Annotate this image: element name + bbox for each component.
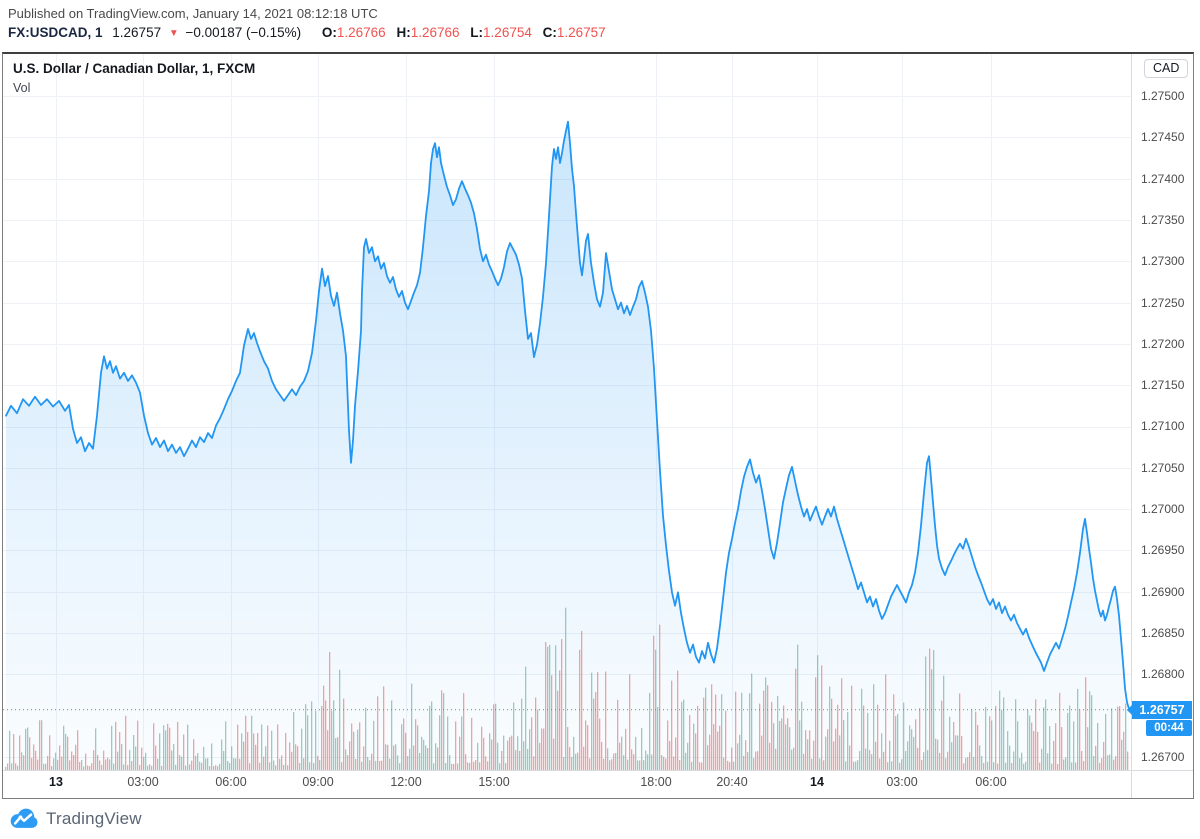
chart-title: U.S. Dollar / Canadian Dollar, 1, FXCM (13, 61, 256, 76)
time-tick-label: 13 (49, 775, 63, 789)
price-tick-label: 1.27400 (1141, 172, 1185, 186)
tradingview-logo-text: TradingView (46, 809, 142, 828)
open-value: 1.26766 (336, 25, 386, 40)
plot-svg (3, 120, 1131, 770)
price-tick-label: 1.27050 (1141, 461, 1185, 475)
close-label: C: (542, 25, 557, 40)
current-price-badge: 1.26757 (1127, 701, 1192, 719)
price-tick-label: 1.26950 (1141, 543, 1185, 557)
time-tick-label: 03:00 (127, 775, 159, 789)
price-tick-label: 1.26900 (1141, 585, 1185, 599)
price-tick-label: 1.27350 (1141, 213, 1185, 227)
v-gridline (991, 54, 992, 770)
time-tick-label: 20:40 (716, 775, 748, 789)
v-gridline (732, 54, 733, 770)
tradingview-logo-icon (10, 808, 38, 828)
low-value: 1.26754 (483, 25, 532, 40)
time-tick-label: 15:00 (478, 775, 510, 789)
close-value: 1.26757 (556, 25, 606, 40)
high-label: H: (396, 25, 411, 40)
price-change: −0.00187 (−0.15%) (185, 25, 302, 40)
time-tick-label: 03:00 (886, 775, 918, 789)
price-axis[interactable]: CAD 1.27500 1.27450 1.27400 1.27350 1.27300 1… (1132, 54, 1192, 770)
volume-bars (5, 607, 1129, 770)
price-axis-separator (1131, 54, 1132, 798)
currency-badge[interactable]: CAD (1144, 59, 1189, 78)
price-tick-label: 1.27200 (1141, 337, 1185, 351)
low-label: L: (470, 25, 484, 40)
price-tick-label: 1.27300 (1141, 254, 1185, 268)
last-price: 1.26757 (112, 25, 162, 40)
price-tick-label: 1.26800 (1141, 667, 1185, 681)
time-axis-separator (3, 770, 1193, 771)
time-tick-label: 18:00 (640, 775, 672, 789)
time-tick-label: 06:00 (975, 775, 1007, 789)
price-tick-label: 1.27250 (1141, 296, 1185, 310)
ticker-symbol-link[interactable]: FX:USDCAD, 1 (8, 25, 103, 40)
footer-brand[interactable]: TradingView (8, 804, 142, 834)
price-tick-label: 1.27100 (1141, 419, 1185, 433)
open-label: O: (321, 25, 337, 40)
published-line: Published on TradingView.com, January 14… (8, 6, 378, 21)
chart-plot-area[interactable]: U.S. Dollar / Canadian Dollar, 1, FXCM V… (3, 54, 1131, 770)
price-tick-label: 1.27000 (1141, 502, 1185, 516)
time-axis[interactable]: 13 03:00 06:00 09:00 12:00 15:00 18:00 20:40 14 0… (3, 771, 1131, 797)
price-tick-label: 1.27450 (1141, 130, 1185, 144)
h-gridline (3, 96, 1131, 98)
ticker-status-line: FX:USDCAD, 1 1.26757 ▼ −0.00187 (−0.15%)… (8, 25, 606, 40)
time-tick-label: 06:00 (215, 775, 247, 789)
high-value: 1.26766 (410, 25, 460, 40)
volume-indicator-label: Vol (13, 81, 31, 95)
chart-frame: U.S. Dollar / Canadian Dollar, 1, FXCM V… (2, 52, 1194, 799)
price-tick-label: 1.26700 (1141, 750, 1185, 764)
time-tick-label: 14 (810, 775, 824, 789)
price-tick-label: 1.26850 (1141, 626, 1185, 640)
v-gridline (817, 54, 818, 770)
price-down-icon: ▼ (168, 28, 179, 39)
price-tick-label: 1.27500 (1141, 89, 1185, 103)
price-tick-label: 1.27150 (1141, 378, 1185, 392)
time-tick-label: 12:00 (390, 775, 422, 789)
bar-countdown-badge: 00:44 (1146, 720, 1192, 736)
v-gridline (902, 54, 903, 770)
time-tick-label: 09:00 (302, 775, 334, 789)
